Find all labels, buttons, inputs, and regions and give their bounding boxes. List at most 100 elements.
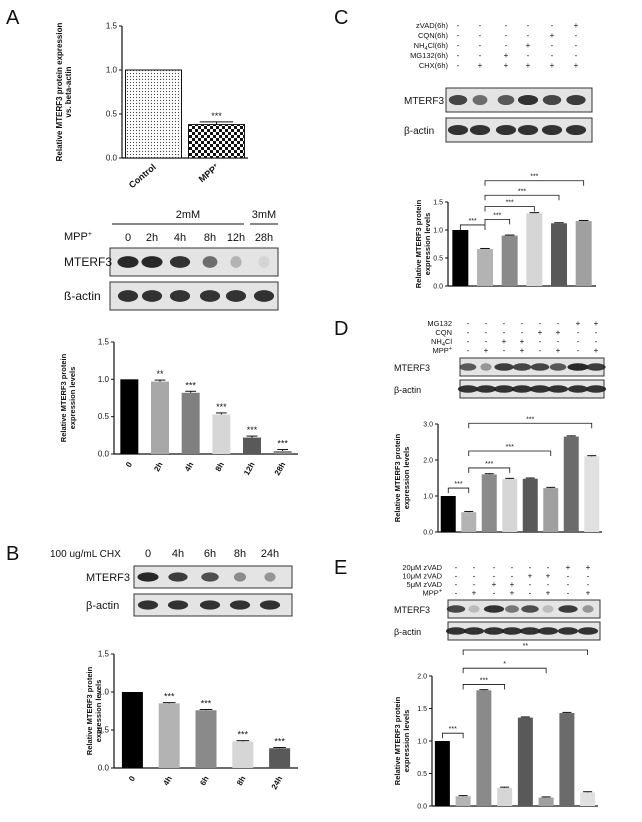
blot-band (137, 572, 159, 582)
blot-band (577, 627, 599, 635)
y-tick-label: 2.0 (423, 458, 433, 465)
y-tick-label: 0.0 (423, 530, 433, 537)
y-axis-label: Relative MTERF3 protein (414, 199, 423, 288)
treatment-sign: - (455, 563, 458, 572)
treatment-sign: - (467, 337, 470, 346)
treatment-sign: - (547, 580, 550, 589)
chart-a2: 0.0 0.5 1.0 1.5 Relative MTERF3 protein expre… (59, 338, 298, 477)
bar-6 (563, 436, 579, 532)
blot-band (497, 94, 515, 106)
blot-band (233, 572, 247, 582)
treatment-sign: + (576, 319, 581, 328)
significance-bracket (484, 206, 535, 212)
lane-label: 4h (172, 548, 184, 560)
x-tick-label: 8h (235, 774, 248, 787)
significance-bracket (441, 732, 464, 739)
x-tick-label: 12h (242, 460, 257, 477)
significance-mark: *** (493, 212, 501, 219)
x-tick-label: 8h (214, 460, 227, 473)
treatment-sign: - (521, 328, 524, 337)
blot-panel-e: MTERF3 β-actin (394, 599, 601, 641)
bar-0 (120, 379, 139, 454)
treatment-sign: + (502, 337, 507, 346)
significance-mark: *** (277, 439, 288, 449)
treatment-sign: - (503, 346, 506, 355)
treatment-sign: - (467, 328, 470, 337)
treatment-label: 5μM zVAD (407, 580, 443, 589)
y-tick-label: 1.5 (433, 200, 443, 207)
x-tick-label: 0 (127, 774, 137, 783)
treatment-label: CHX(6h) (419, 61, 449, 70)
treatment-label: MG132 (427, 319, 452, 328)
blot-band (582, 605, 594, 613)
bar-0 (125, 69, 182, 159)
x-tick-label: 4h (183, 460, 196, 473)
significance-mark: *** (485, 461, 493, 468)
significance-bracket (459, 224, 486, 230)
significance-bracket (447, 487, 470, 494)
treatment-sign: - (587, 580, 590, 589)
treatment-label: MG132(6h) (410, 51, 448, 60)
significance-mark: *** (238, 730, 249, 740)
blot-row-label: β-actin (394, 627, 421, 637)
treatment-sign: - (457, 51, 460, 60)
blot-band (117, 256, 139, 268)
blot-band (199, 290, 221, 302)
significance-bracket (462, 667, 547, 674)
treatment-sign: + (574, 61, 579, 70)
treatment-sign: - (521, 319, 524, 328)
bar-3 (212, 414, 231, 454)
treatment-matrix-d: MG132- - - - - - + +CQN - - - - + + - -NH4Cl - - + + - - - -MPP… (427, 319, 598, 355)
x-tick-label: 24h (270, 774, 285, 791)
significance-mark: *** (530, 174, 538, 181)
y-axis-label: Relative MTERF3 protein (59, 353, 68, 442)
significance-bracket (484, 218, 511, 225)
panel-label-a: A (6, 7, 20, 29)
blot-band (447, 124, 469, 136)
chart-d: 0.0 1.0 2.0 3.0 Relative MTERF3 protein expre… (393, 416, 602, 537)
y-tick-label: 1.5 (417, 706, 427, 713)
treatment-sign: - (575, 31, 578, 40)
chart-b: 0.0 0.5 1.0 1.5 Relative MTERF3 protein expre… (85, 650, 298, 791)
x-tick-label: 0 (124, 460, 134, 469)
blot-band (202, 256, 218, 268)
y-tick-label: 0.0 (98, 764, 110, 773)
y-tick-label: 0.5 (417, 771, 427, 778)
bar-4 (517, 717, 533, 806)
y-tick-label: 0.0 (98, 450, 110, 459)
y-tick-label: 1.0 (98, 375, 110, 384)
y-tick-label: 1.0 (433, 228, 443, 235)
treatment-label: NH4Cl (431, 337, 452, 348)
treatment-sign: - (503, 319, 506, 328)
bar-5 (538, 797, 554, 806)
treatment-label: 10μM zVAD (402, 572, 442, 581)
treatment-sign: - (557, 319, 560, 328)
treatment-sign: - (511, 572, 514, 581)
significance-mark: *** (454, 481, 462, 488)
y-tick-label: 2.0 (417, 674, 427, 681)
y-tick-label: 1.0 (98, 688, 110, 697)
treatment-sign: - (455, 572, 458, 581)
treatment-sign: + (510, 589, 515, 598)
treatment-sign: - (575, 51, 578, 60)
y-tick-label: 1.0 (106, 66, 118, 75)
blot-band (585, 385, 607, 393)
y-axis-label: Relative MTERF3 protein expression (55, 23, 64, 162)
bar-4 (522, 478, 538, 532)
blot-row-label: β-actin (404, 126, 434, 137)
bar-1 (461, 512, 477, 532)
significance-mark: *** (480, 677, 488, 684)
blot-band (530, 363, 550, 371)
significance-mark: ** (156, 369, 164, 379)
treatment-sign: + (546, 589, 551, 598)
significance-mark: *** (449, 726, 457, 733)
treatment-label: MPP+ (423, 589, 442, 598)
x-tick-label: 28h (273, 460, 288, 477)
treatment-sign: - (527, 21, 530, 30)
bar-2 (481, 474, 497, 532)
significance-mark: *** (469, 218, 477, 225)
chart-c: 0.0 0.5 1.0 1.5 Relative MTERF3 protein expre… (414, 174, 596, 291)
treatment-sign: - (539, 319, 542, 328)
blot-band (459, 363, 477, 371)
